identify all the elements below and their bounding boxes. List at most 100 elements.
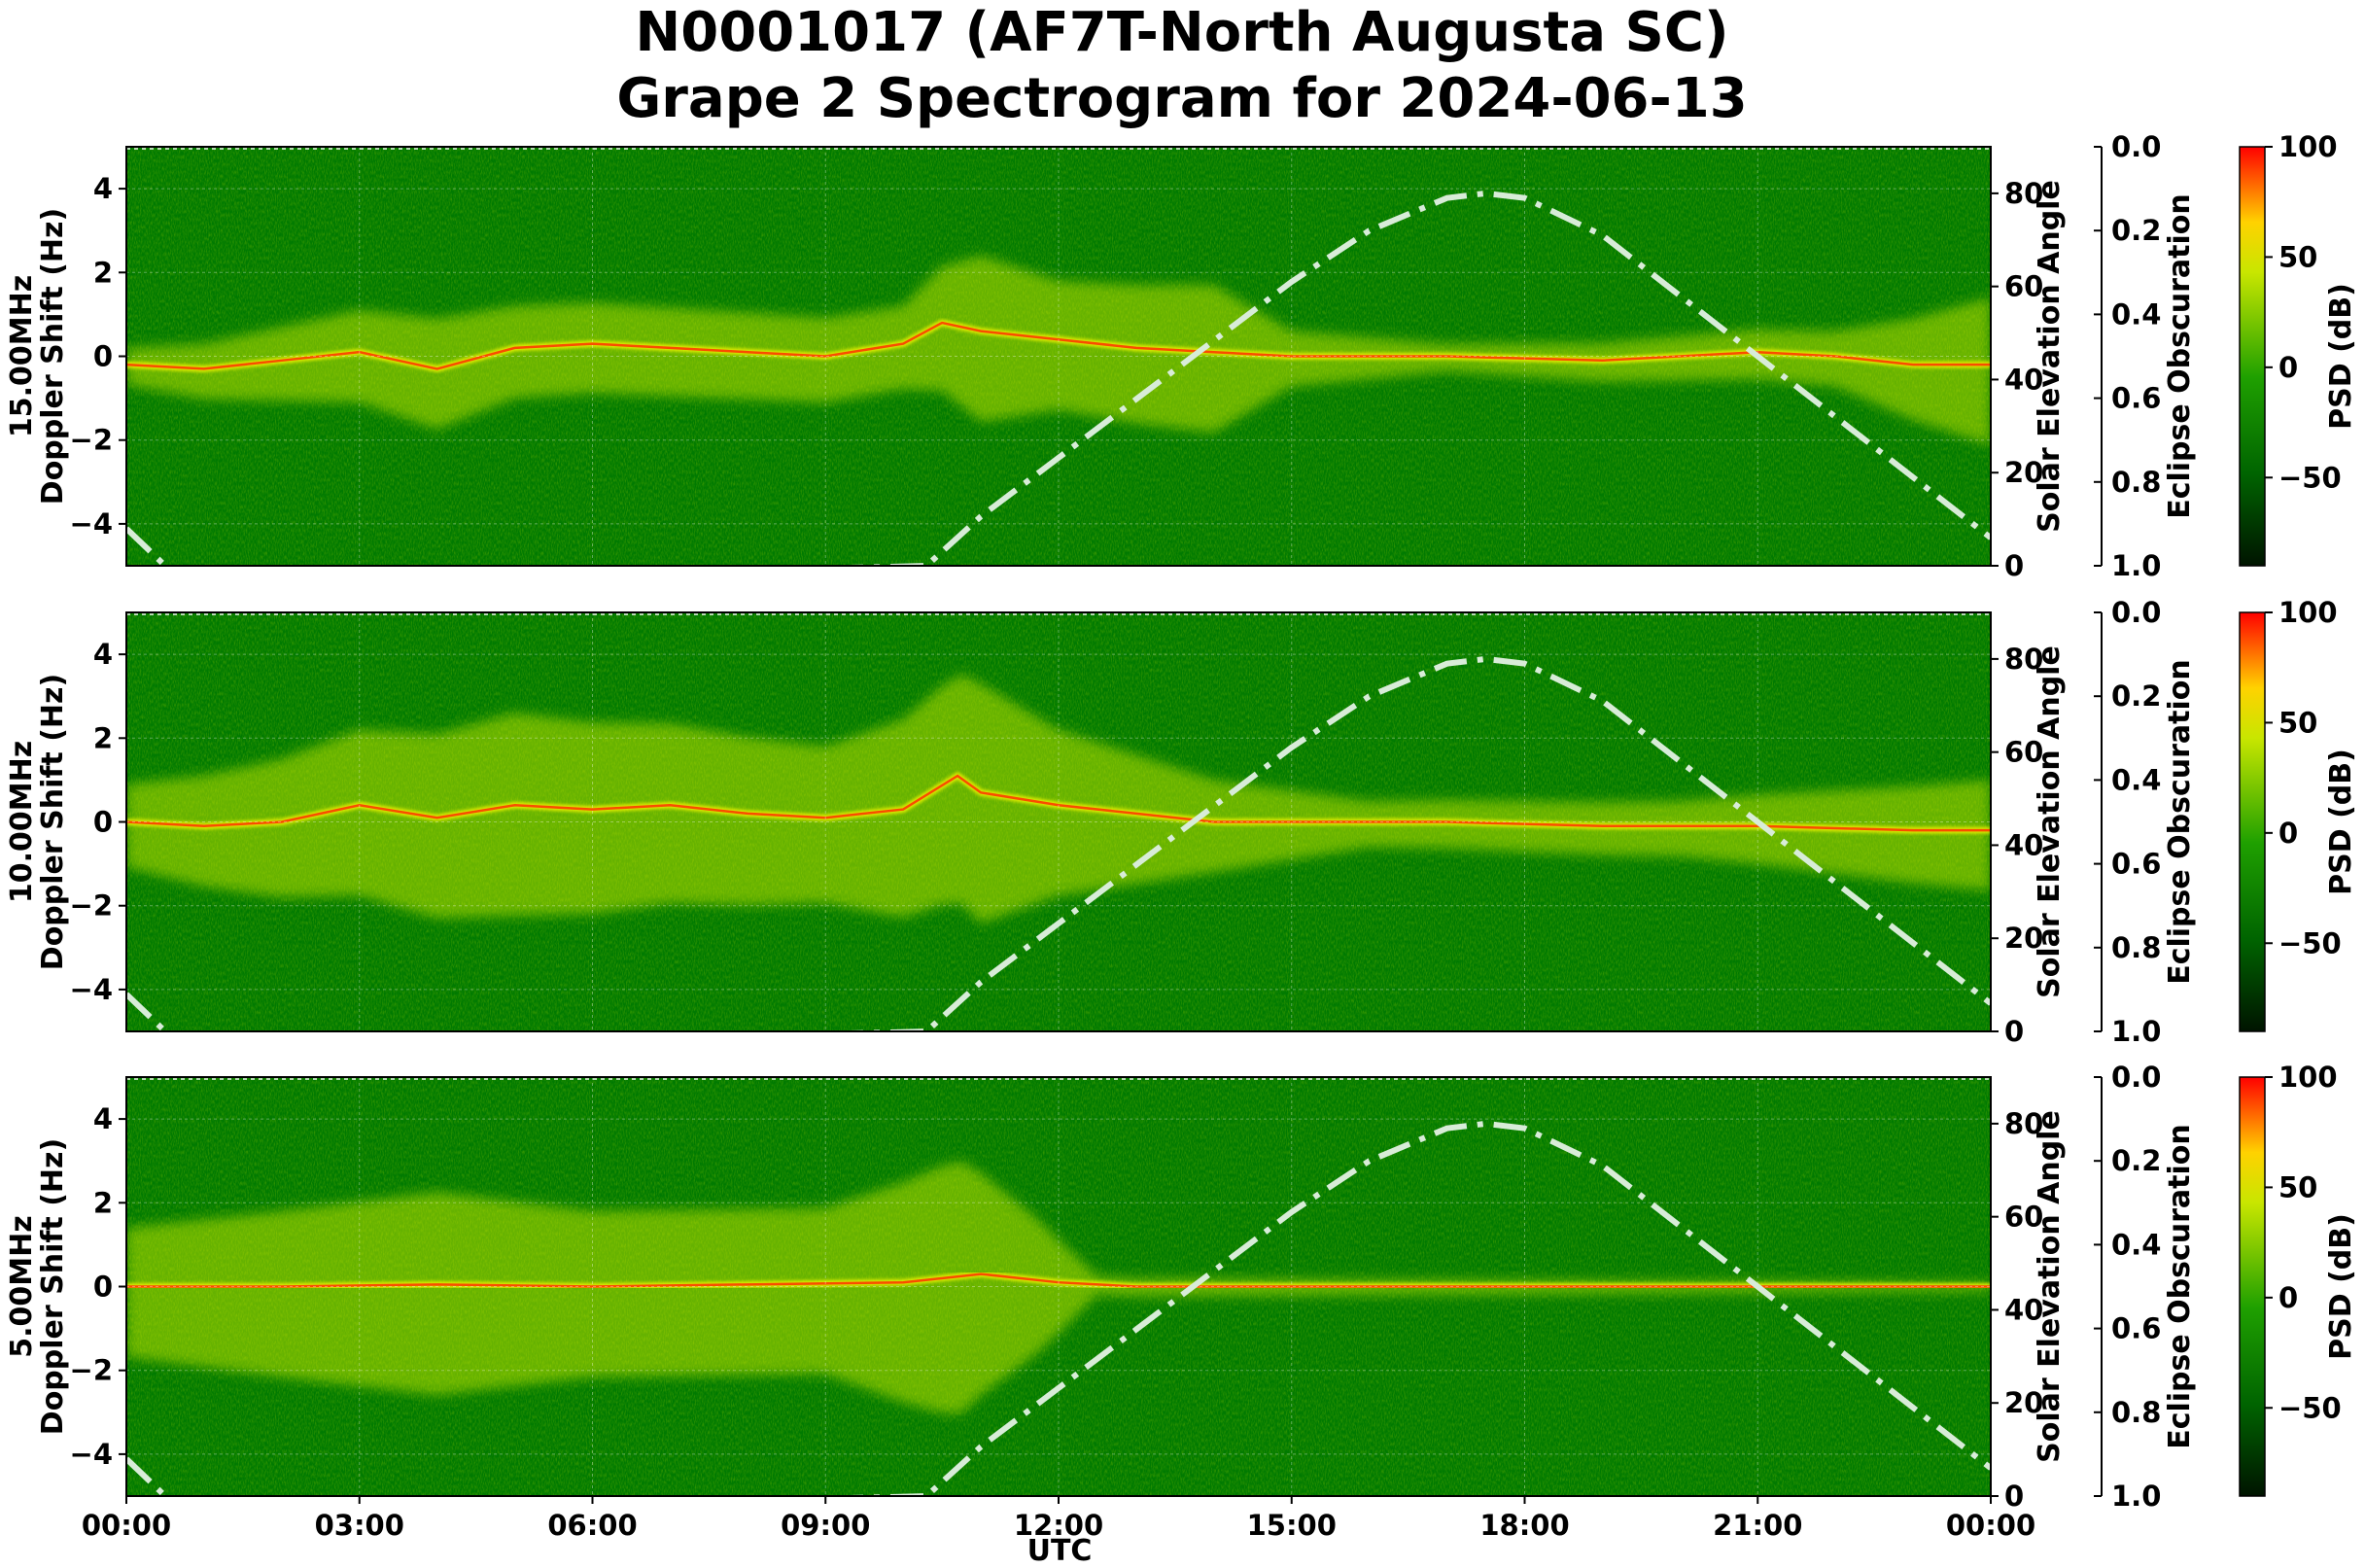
eclipse-axis-label: Eclipse Obscuration [2163, 1124, 2197, 1449]
panel-frequency-label: 10.00MHz [5, 741, 39, 903]
colorbar-tick-label: 0 [2278, 1281, 2298, 1314]
psd-colorbar [2239, 1076, 2266, 1497]
eclipse-tick-label: 0.8 [2111, 1396, 2161, 1429]
colorbar-tick-label: −50 [2278, 926, 2342, 959]
colorbar-label: PSD (dB) [2324, 1213, 2358, 1360]
eclipse-tick-label: 0.6 [2111, 848, 2161, 881]
eclipse-tick-label: 1.0 [2111, 1480, 2161, 1513]
x-tick-label: 15:00 [1247, 1509, 1337, 1542]
y-tick-label: −2 [70, 889, 113, 923]
eclipse-tick-label: 0.8 [2111, 466, 2161, 499]
solar-tick-label: 40 [2004, 1293, 2043, 1326]
title-line-2: Grape 2 Spectrogram for 2024-06-13 [616, 67, 1747, 130]
eclipse-tick-label: 1.0 [2111, 1015, 2161, 1048]
eclipse-tick-label: 0.2 [2111, 679, 2161, 713]
solar-tick-label: 0 [2004, 1480, 2024, 1513]
doppler-trace [126, 1272, 1991, 1288]
colorbar-tick-label: 0 [2278, 351, 2298, 384]
eclipse-tick-label: 0.2 [2111, 1144, 2161, 1177]
x-tick-label: 03:00 [315, 1509, 404, 1542]
colorbar-tick-label: 100 [2278, 596, 2338, 629]
x-tick-label: 21:00 [1713, 1509, 1802, 1542]
eclipse-tick-label: 0.4 [2111, 763, 2161, 796]
colorbar-tick-label: 0 [2278, 817, 2298, 850]
spectrogram-area [126, 1077, 1991, 1496]
doppler-trace [126, 321, 1991, 370]
colorbar-tick-label: 50 [2278, 706, 2317, 739]
solar-axis-label: Solar Elevation Angle [2033, 180, 2067, 533]
eclipse-tick-label: 0.0 [2111, 130, 2161, 163]
y-tick-label: 2 [93, 1186, 113, 1219]
x-axis-label: UTC [1027, 1534, 1093, 1568]
y-tick-label: −4 [70, 507, 113, 540]
solar-tick-label: 40 [2004, 828, 2043, 861]
eclipse-tick-label: 0.6 [2111, 382, 2161, 415]
solar-tick-label: 20 [2004, 456, 2043, 489]
x-axis: 00:00 03:00 06:00 09:00 12:00 15:00 18:00 21:00… [82, 1496, 2035, 1542]
psd-colorbar [2239, 611, 2266, 1032]
colorbar-tick-label: 50 [2278, 240, 2317, 273]
solar-axis-label: Solar Elevation Angle [2033, 645, 2067, 998]
doppler-trace [126, 774, 1991, 832]
spectrogram-area [126, 612, 1991, 1031]
solar-tick-label: 0 [2004, 549, 2024, 582]
y-tick-label: 0 [93, 806, 113, 839]
colorbar-tick-label: 50 [2278, 1170, 2317, 1203]
colorbar-tick-label: −50 [2278, 1391, 2342, 1424]
x-tick-label: 12:00 [1014, 1509, 1103, 1542]
eclipse-tick-label: 0.4 [2111, 297, 2161, 331]
eclipse-tick-label: 1.0 [2111, 549, 2161, 582]
panel-frequency-label: 5.00MHz [5, 1215, 39, 1357]
y-tick-label: 0 [93, 340, 113, 373]
y-tick-label: 4 [93, 1102, 113, 1135]
solar-elevation-curve [126, 655, 1991, 1031]
eclipse-tick-label: 0.0 [2111, 596, 2161, 629]
x-tick-label: 00:00 [1946, 1509, 2035, 1542]
y-tick-label: −4 [70, 1438, 113, 1471]
x-tick-label: 06:00 [547, 1509, 637, 1542]
title-line-1: N0001017 (AF7T-North Augusta SC) [635, 1, 1728, 64]
spectrogram-noise [126, 612, 1991, 1031]
solar-elevation-curve [126, 190, 1991, 566]
x-tick-label: 00:00 [82, 1509, 171, 1542]
spectrogram-area [126, 147, 1991, 566]
y-tick-label: −2 [70, 1354, 113, 1387]
colorbar-label: PSD (dB) [2324, 749, 2358, 895]
doppler-axis-label: Doppler Shift (Hz) [36, 208, 70, 505]
eclipse-tick-label: 0.4 [2111, 1228, 2161, 1261]
solar-tick-label: 0 [2004, 1015, 2024, 1048]
x-tick-label: 09:00 [781, 1509, 870, 1542]
solar-tick-label: 80 [2004, 643, 2043, 676]
x-tick-label: 18:00 [1479, 1509, 1569, 1542]
colorbar-tick-label: 100 [2278, 1061, 2338, 1094]
solar-tick-label: 80 [2004, 177, 2043, 210]
y-tick-label: 0 [93, 1271, 113, 1304]
y-tick-label: 4 [93, 638, 113, 671]
eclipse-axis-label: Eclipse Obscuration [2163, 193, 2197, 519]
panel-frequency-label: 15.00MHz [5, 275, 39, 437]
eclipse-tick-label: 0.0 [2111, 1061, 2161, 1094]
solar-tick-label: 20 [2004, 1386, 2043, 1419]
solar-tick-label: 80 [2004, 1107, 2043, 1140]
y-tick-label: −4 [70, 973, 113, 1006]
y-tick-label: −2 [70, 424, 113, 457]
y-tick-label: 2 [93, 721, 113, 754]
eclipse-tick-label: 0.8 [2111, 931, 2161, 964]
colorbar-tick-label: 100 [2278, 130, 2338, 163]
eclipse-axis-label: Eclipse Obscuration [2163, 659, 2197, 985]
y-tick-label: 2 [93, 256, 113, 289]
colorbar-label: PSD (dB) [2324, 283, 2358, 430]
colorbar-tick-label: −50 [2278, 461, 2342, 494]
eclipse-tick-label: 0.6 [2111, 1312, 2161, 1345]
psd-colorbar [2239, 146, 2266, 567]
eclipse-tick-label: 0.2 [2111, 214, 2161, 247]
doppler-axis-label: Doppler Shift (Hz) [36, 674, 70, 970]
solar-tick-label: 20 [2004, 922, 2043, 955]
solar-axis-label: Solar Elevation Angle [2033, 1110, 2067, 1463]
solar-tick-label: 60 [2004, 270, 2043, 303]
